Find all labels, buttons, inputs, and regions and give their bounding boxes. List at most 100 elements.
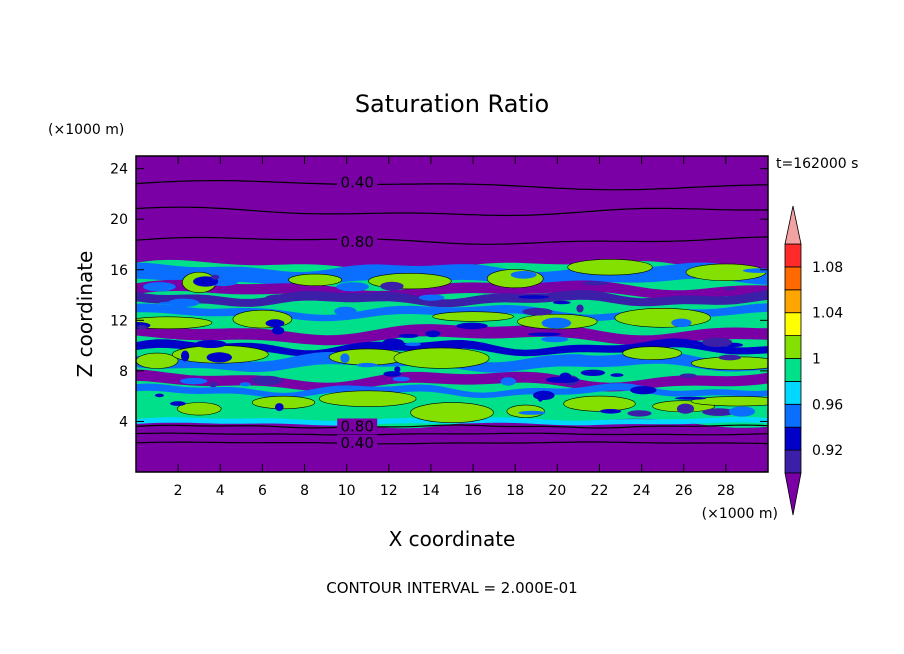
contour-label: 0.40 — [340, 434, 373, 452]
speckle — [272, 326, 285, 335]
lime-patch — [622, 346, 682, 361]
speckle — [630, 386, 657, 395]
contour-label: 0.40 — [340, 174, 373, 192]
lime-patch — [690, 396, 768, 407]
speckle — [193, 276, 219, 287]
colorbar-label: 1.04 — [812, 306, 843, 322]
speckle — [181, 350, 190, 362]
x-tick-label: 6 — [258, 483, 267, 499]
speckle — [702, 408, 736, 416]
speckle — [425, 330, 441, 338]
contour-upper-mid — [136, 206, 768, 217]
time-label: t=162000 s — [776, 156, 858, 172]
x-tick-label: 16 — [464, 483, 482, 499]
y-tick-label: 8 — [119, 364, 128, 380]
colorbar-swatch — [784, 289, 802, 314]
colorbar-swatch — [784, 449, 802, 474]
contour-0.40-lower — [136, 441, 768, 445]
colorbar-label: 0.96 — [812, 397, 843, 413]
speckle — [275, 403, 284, 412]
lime-patch — [614, 307, 711, 328]
lime-patch — [410, 402, 494, 423]
speckle — [676, 403, 695, 414]
lime-patch — [567, 259, 653, 276]
speckle — [537, 392, 544, 402]
x-tick-label: 12 — [380, 483, 398, 499]
y-tick-label: 24 — [110, 162, 128, 178]
speckle — [418, 294, 445, 301]
x-tick-label: 26 — [675, 483, 693, 499]
x-tick-label: 14 — [422, 483, 440, 499]
colorbar-swatch — [784, 266, 802, 291]
colorbar-swatch — [784, 312, 802, 337]
speckle — [380, 281, 404, 291]
speckle — [627, 410, 652, 417]
speckle — [143, 282, 176, 292]
speckle — [724, 287, 737, 291]
band-indigo-13 — [136, 290, 768, 308]
colorbar-label: 1 — [812, 352, 821, 368]
contour-lower-mid — [136, 432, 768, 436]
lime-patch — [432, 311, 514, 322]
lime-patch — [393, 347, 490, 369]
speckle — [718, 354, 741, 361]
chart-title: Saturation Ratio — [355, 90, 549, 118]
speckle — [456, 322, 488, 330]
speckle — [251, 375, 283, 386]
y-tick-label: 12 — [110, 313, 128, 329]
speckle — [582, 281, 609, 286]
speckle — [610, 373, 624, 377]
contour-label-bg — [337, 174, 378, 191]
band-blue-10 — [136, 338, 768, 357]
band-dry-11 — [136, 323, 768, 346]
speckle — [239, 382, 251, 387]
x-axis-label: X coordinate — [389, 527, 516, 551]
speckle — [533, 390, 555, 400]
lime-patch — [288, 273, 343, 287]
lime-patch — [319, 390, 417, 407]
contour-0.80-upper — [136, 236, 768, 245]
colorbar-swatch — [784, 426, 802, 451]
speckle — [137, 324, 147, 330]
y-tick-label: 20 — [110, 212, 128, 228]
x-tick-label: 18 — [506, 483, 524, 499]
speckle — [510, 270, 537, 279]
band-blue-6 — [136, 383, 768, 399]
lime-patch — [176, 402, 222, 416]
x-tick-label: 10 — [338, 483, 356, 499]
speckle — [518, 410, 546, 415]
y-axis-label: Z coordinate — [73, 251, 97, 378]
colorbar-swatch — [784, 335, 802, 359]
speckle — [336, 282, 369, 292]
speckle — [671, 318, 692, 328]
speckle — [527, 332, 562, 337]
speckle — [576, 304, 584, 313]
colorbar-top-arrow — [784, 205, 802, 245]
speckle — [674, 396, 707, 400]
speckle — [404, 342, 421, 347]
colorbar-label: 0.92 — [812, 443, 843, 459]
speckle — [558, 354, 587, 358]
speckle — [541, 317, 572, 329]
x-tick-label: 4 — [216, 483, 225, 499]
speckle — [340, 353, 350, 364]
lime-patch — [251, 395, 316, 410]
speckle — [154, 393, 164, 398]
speckle — [679, 373, 697, 379]
speckle — [382, 338, 405, 348]
x-tick-label: 24 — [633, 483, 651, 499]
contour-0.40-upper — [136, 180, 768, 191]
colorbar: 0.92 0.96 1 1.04 1.08 — [784, 205, 843, 516]
contour-labels: 0.400.800.800.40 — [337, 174, 378, 452]
speckle — [209, 382, 218, 388]
speckle — [500, 377, 516, 386]
speckle — [265, 294, 298, 302]
contour-label-bg — [337, 234, 378, 250]
speckle — [398, 333, 419, 338]
speckle — [206, 352, 232, 363]
x-tick-label: 8 — [300, 483, 309, 499]
speckle — [195, 340, 227, 348]
x-unit-label: (×1000 m) — [702, 506, 778, 522]
speckle — [553, 300, 571, 305]
